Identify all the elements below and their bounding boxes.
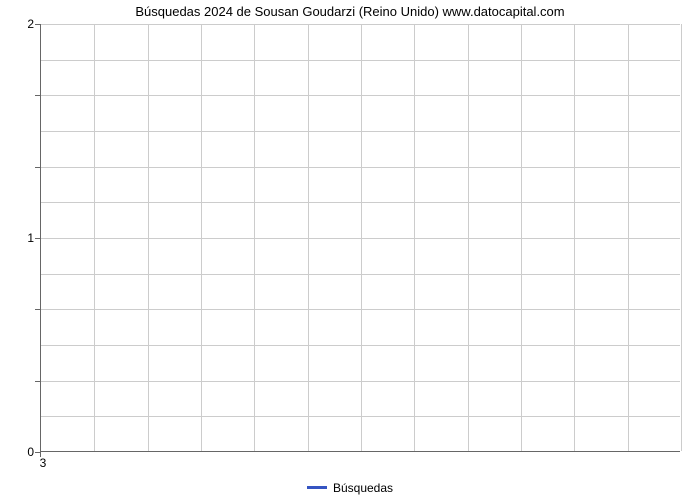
x-tick-label: 3 [40,456,47,470]
y-tick-mark [35,24,40,25]
grid-line-vertical [201,24,202,451]
grid-line-vertical [361,24,362,451]
chart-container: Búsquedas 2024 de Sousan Goudarzi (Reino… [0,0,700,500]
y-minor-tick-mark [35,381,40,382]
grid-line-vertical [628,24,629,451]
y-tick-label: 0 [4,445,34,459]
grid-line-vertical [148,24,149,451]
y-minor-tick-mark [35,95,40,96]
grid-line-vertical [308,24,309,451]
y-tick-label: 1 [4,231,34,245]
legend-label: Búsquedas [333,481,393,495]
grid-line-vertical [414,24,415,451]
x-tick-mark [40,452,41,457]
y-minor-tick-mark [35,167,40,168]
y-minor-tick-mark [35,309,40,310]
y-tick-label: 2 [4,17,34,31]
plot-area [40,24,680,452]
legend: Búsquedas [0,480,700,495]
grid-line-vertical [574,24,575,451]
grid-line-vertical [468,24,469,451]
grid-line-vertical [681,24,682,451]
grid-line-vertical [94,24,95,451]
chart-title: Búsquedas 2024 de Sousan Goudarzi (Reino… [0,4,700,19]
grid-line-vertical [521,24,522,451]
grid-line-vertical [254,24,255,451]
y-tick-mark [35,238,40,239]
legend-swatch [307,486,327,489]
